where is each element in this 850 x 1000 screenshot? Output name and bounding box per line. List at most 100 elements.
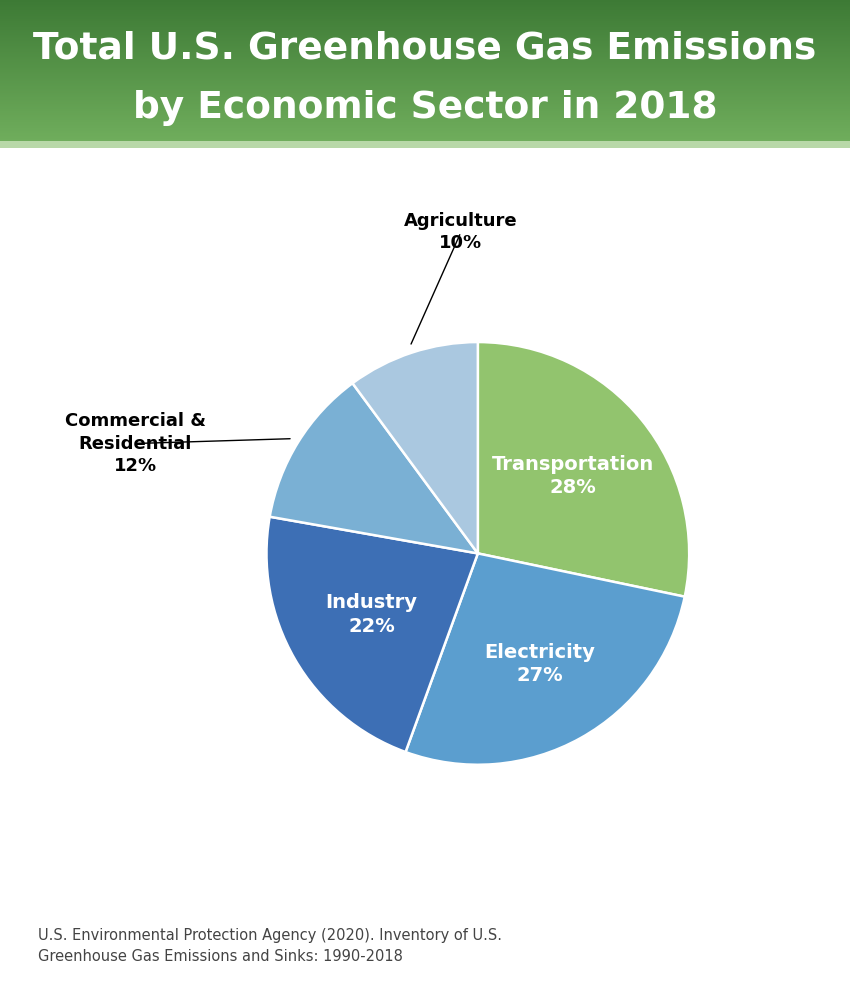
Bar bbox=[0, 73, 850, 74]
Bar bbox=[0, 11, 850, 12]
Bar bbox=[0, 5, 850, 6]
Bar bbox=[0, 9, 850, 10]
Bar bbox=[0, 83, 850, 84]
Bar bbox=[0, 32, 850, 33]
Bar bbox=[0, 57, 850, 58]
Bar bbox=[0, 70, 850, 72]
Bar bbox=[0, 33, 850, 35]
Bar bbox=[0, 85, 850, 86]
Wedge shape bbox=[405, 553, 685, 765]
Bar bbox=[0, 94, 850, 95]
Bar bbox=[0, 23, 850, 25]
Bar bbox=[0, 10, 850, 11]
Bar bbox=[0, 37, 850, 38]
Bar bbox=[0, 31, 850, 32]
Bar bbox=[0, 129, 850, 131]
Wedge shape bbox=[267, 517, 478, 752]
Bar bbox=[0, 47, 850, 48]
Bar bbox=[0, 80, 850, 81]
Bar bbox=[0, 2, 850, 4]
Bar bbox=[0, 89, 850, 90]
Wedge shape bbox=[478, 342, 689, 597]
Bar bbox=[0, 68, 850, 69]
Bar bbox=[0, 138, 850, 139]
Bar bbox=[0, 88, 850, 89]
Text: Agriculture
10%: Agriculture 10% bbox=[404, 212, 518, 252]
Bar bbox=[0, 137, 850, 138]
Bar bbox=[0, 147, 850, 148]
Bar bbox=[0, 136, 850, 137]
Bar bbox=[0, 93, 850, 94]
Bar bbox=[0, 107, 850, 109]
Bar bbox=[0, 95, 850, 96]
Bar bbox=[0, 102, 850, 104]
Text: by Economic Sector in 2018: by Economic Sector in 2018 bbox=[133, 90, 717, 126]
Bar bbox=[0, 69, 850, 70]
Bar bbox=[0, 116, 850, 117]
Bar bbox=[0, 131, 850, 132]
Bar bbox=[0, 128, 850, 129]
Bar bbox=[0, 1, 850, 2]
Bar bbox=[0, 118, 850, 120]
Bar bbox=[0, 55, 850, 57]
Bar bbox=[0, 100, 850, 101]
Bar bbox=[0, 127, 850, 128]
Bar bbox=[0, 67, 850, 68]
Bar bbox=[0, 4, 850, 5]
Bar bbox=[0, 109, 850, 110]
Bar bbox=[0, 96, 850, 97]
Wedge shape bbox=[269, 383, 478, 553]
Bar bbox=[0, 60, 850, 62]
Text: Electricity
27%: Electricity 27% bbox=[484, 643, 595, 685]
Bar bbox=[0, 76, 850, 78]
Bar bbox=[0, 90, 850, 91]
Bar bbox=[0, 142, 850, 143]
Bar bbox=[0, 18, 850, 20]
Bar bbox=[0, 58, 850, 59]
Bar bbox=[0, 143, 850, 144]
Text: Industry
22%: Industry 22% bbox=[326, 593, 417, 636]
Text: Commercial &
Residential
12%: Commercial & Residential 12% bbox=[65, 412, 206, 475]
Bar bbox=[0, 49, 850, 51]
Bar bbox=[0, 52, 850, 53]
Bar bbox=[0, 48, 850, 49]
Bar bbox=[0, 101, 850, 102]
Bar bbox=[0, 125, 850, 126]
Bar bbox=[0, 74, 850, 75]
Bar bbox=[0, 141, 850, 142]
Bar bbox=[0, 86, 850, 88]
Bar bbox=[0, 42, 850, 43]
Bar bbox=[0, 120, 850, 121]
Bar bbox=[0, 134, 850, 136]
Bar bbox=[0, 115, 850, 116]
Bar bbox=[0, 126, 850, 127]
Bar bbox=[0, 84, 850, 85]
Bar bbox=[0, 123, 850, 125]
Bar bbox=[0, 97, 850, 99]
Bar bbox=[0, 25, 850, 26]
Bar bbox=[0, 113, 850, 115]
Bar bbox=[0, 14, 850, 15]
Wedge shape bbox=[353, 342, 478, 553]
Bar bbox=[0, 144, 850, 146]
Bar bbox=[0, 12, 850, 14]
Bar bbox=[0, 17, 850, 18]
Bar bbox=[0, 63, 850, 64]
Bar bbox=[0, 0, 850, 1]
Bar bbox=[0, 36, 850, 37]
Bar bbox=[0, 112, 850, 113]
Bar bbox=[0, 132, 850, 133]
Text: Transportation
28%: Transportation 28% bbox=[492, 455, 654, 497]
Bar bbox=[0, 38, 850, 39]
Bar bbox=[0, 72, 850, 73]
Bar bbox=[0, 53, 850, 54]
Bar bbox=[0, 75, 850, 76]
Bar bbox=[0, 41, 850, 42]
Bar bbox=[0, 65, 850, 67]
Bar bbox=[0, 15, 850, 16]
Bar bbox=[0, 79, 850, 80]
Bar bbox=[0, 35, 850, 36]
Bar bbox=[0, 99, 850, 100]
Bar bbox=[0, 117, 850, 118]
Bar bbox=[0, 91, 850, 93]
